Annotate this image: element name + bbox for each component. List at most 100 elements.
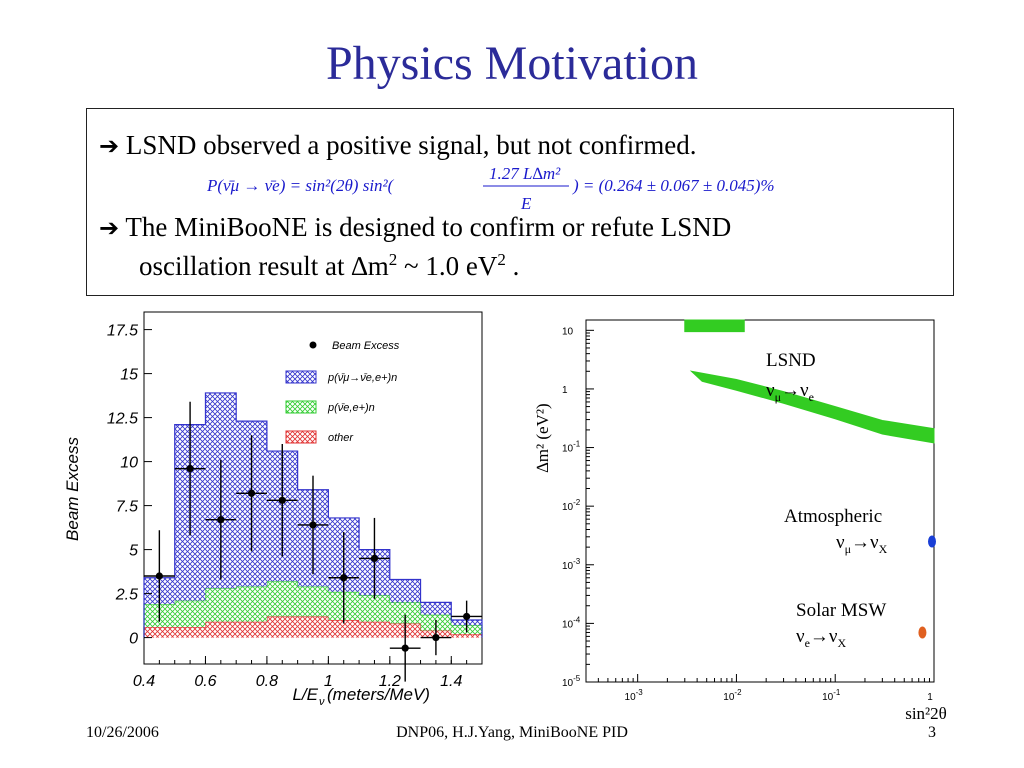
- legend-swatch-green: [285, 400, 317, 414]
- bullet-1-text: LSND observed a positive signal, but not…: [125, 130, 697, 160]
- region-lsnd: [689, 370, 935, 444]
- beam-excess-chart: 0.4 0.6 0.8 1 1.2 1.4 0 2.5 5 7.5 10 12.5 15 17.5 Bea…: [63, 311, 483, 708]
- bar-peen-7: [359, 595, 390, 622]
- y-tick-label: 12.5: [107, 411, 138, 428]
- marker-solar-msw: [918, 626, 927, 639]
- y-tick-label: 1: [562, 385, 568, 396]
- bar-other-10: [451, 634, 482, 638]
- solar-reaction: νe→νX: [796, 626, 847, 650]
- y-tick-label: 7.5: [116, 499, 138, 516]
- formula-lhs: P(ν̄μ → ν̄e) = sin²(2θ) sin²(: [207, 176, 395, 195]
- x-tick-label: 1: [324, 673, 333, 690]
- legend-marker-beam-excess: [309, 341, 317, 349]
- data-point: [297, 475, 329, 575]
- bar-peen-8: [389, 602, 421, 624]
- y-tick-label: 15: [120, 367, 138, 384]
- lsnd-label: LSND: [766, 350, 816, 371]
- data-point: [359, 517, 390, 599]
- x-tick-label: 0.6: [194, 673, 216, 690]
- plot-frame: [585, 319, 935, 683]
- x-tick-label: 0.4: [133, 673, 155, 690]
- bar-other-6: [328, 620, 360, 638]
- data-point: [205, 459, 237, 580]
- footer-date: 10/26/2006: [86, 724, 159, 741]
- x-tick-label: 10-2: [723, 688, 742, 703]
- bar-other-4: [266, 616, 298, 638]
- y-tick-label: 10: [120, 455, 138, 472]
- x-tick-label: 10-3: [625, 688, 644, 703]
- bar-peen-5: [297, 586, 329, 617]
- y-tick-label: 10-3: [562, 557, 581, 572]
- y-tick-label: 0: [129, 631, 138, 648]
- y-tick-label: 10-1: [562, 440, 581, 455]
- legend-swatch-red: [285, 430, 317, 444]
- legend-label-green: p(ν̄e,e+)n: [327, 402, 375, 414]
- superscript-2: 2: [388, 250, 398, 269]
- y-tick-label: 10: [562, 326, 574, 337]
- bar-peen-2: [205, 588, 237, 622]
- y-tick-label: 10-2: [562, 498, 581, 513]
- bullet-2-line-1: The MiniBooNE is designed to confirm or …: [125, 212, 732, 242]
- bar-peen-3: [236, 586, 267, 622]
- arrow-right-icon: ➔: [99, 214, 120, 242]
- data-point: [266, 444, 298, 557]
- data-point: [328, 532, 360, 624]
- y-tick-label: 5: [129, 543, 138, 560]
- data-point: [144, 530, 175, 622]
- legend: Beam Excess p(ν̄μ→ν̄e,e+)n p(ν̄e,e+)n ot…: [285, 340, 400, 444]
- bar-peen-4: [266, 581, 298, 617]
- region-lsnd-high: [684, 319, 745, 333]
- y-tick-label: 2.5: [115, 587, 138, 604]
- legend-swatch-blue: [285, 370, 317, 384]
- x-tick-label: 0.8: [256, 673, 278, 690]
- formula-denominator: E: [520, 194, 532, 213]
- lsnd-reaction: νμ→νe: [766, 380, 814, 404]
- arrow-right-icon: ➔: [99, 132, 120, 160]
- bar-other-1: [174, 627, 206, 638]
- legend-label-red: other: [328, 432, 354, 444]
- bar-peen-9: [420, 602, 452, 615]
- bar-peen-1: [174, 600, 206, 628]
- bar-peen-8: [389, 579, 421, 603]
- bullet-2-line-2-pre: oscillation result at ∆m: [139, 251, 389, 281]
- y-tick-label: 10-5: [562, 674, 581, 689]
- oscillation-parameter-chart: 10-3 10-2 10-1 1 10 1 10-1 10-2 10-3 10-4 10-5 ∆m²…: [533, 319, 947, 722]
- x-tick-label: 10-1: [822, 688, 841, 703]
- y-tick-label: 10-4: [562, 615, 581, 630]
- x-axis-label-sub: ν: [319, 696, 325, 708]
- data-point: [174, 401, 206, 536]
- data-point: [389, 614, 421, 682]
- marker-atmospheric: [928, 535, 936, 548]
- x-tick-label: 1.4: [440, 673, 462, 690]
- footer-page-number: 3: [928, 724, 936, 741]
- atmospheric-label: Atmospheric: [784, 506, 882, 527]
- bullet-1: ➔ LSND observed a positive signal, but n…: [99, 129, 697, 162]
- y-tick-label: 17.5: [107, 323, 138, 340]
- bar-other-0: [144, 627, 175, 638]
- slide-title: Physics Motivation: [325, 37, 699, 90]
- x-axis-label-main: L/E: [292, 685, 318, 704]
- bullet-2: ➔ The MiniBooNE is designed to confirm o…: [99, 211, 731, 282]
- legend-label-blue: p(ν̄μ→ν̄e,e+)n: [327, 372, 397, 384]
- oscillation-formula: P(ν̄μ → ν̄e) = sin²(2θ) sin²( 1.27 L∆m² …: [207, 164, 775, 213]
- x-axis-label-post: (meters/MeV): [327, 685, 430, 704]
- data-point: [420, 620, 452, 656]
- summary-box: ➔ LSND observed a positive signal, but n…: [86, 108, 954, 296]
- formula-rhs: ) = (0.264 ± 0.067 ± 0.045)%: [572, 176, 775, 195]
- bullet-2-line-2-post: .: [505, 251, 520, 281]
- bar-other-2: [205, 621, 237, 638]
- x-axis-label: sin²2θ: [905, 704, 947, 722]
- solar-label: Solar MSW: [796, 600, 886, 621]
- bar-other-3: [236, 621, 267, 638]
- y-axis-label: Beam Excess: [63, 437, 82, 541]
- superscript-2b: 2: [497, 250, 506, 269]
- data-point: [451, 600, 482, 633]
- y-axis-label: ∆m² (eV²): [533, 403, 552, 472]
- atmospheric-reaction: νμ→νX: [836, 532, 888, 556]
- x-tick-label: 1.2: [379, 673, 401, 690]
- data-point: [236, 435, 267, 552]
- x-tick-label: 1: [927, 692, 933, 703]
- footer-center: DNP06, H.J.Yang, MiniBooNE PID: [396, 724, 628, 741]
- bullet-2-line-2-mid: ~ 1.0 eV: [397, 251, 498, 281]
- legend-label-beam-excess: Beam Excess: [332, 340, 400, 352]
